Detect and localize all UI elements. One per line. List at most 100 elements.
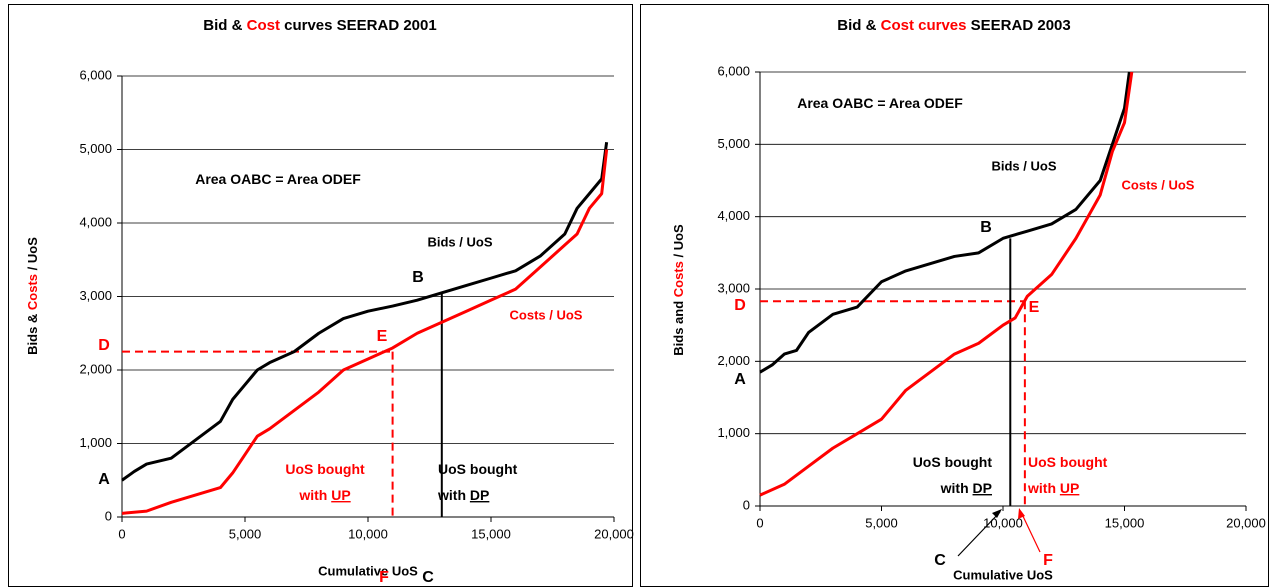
x-tick-label: 0: [118, 526, 125, 541]
text-part: D: [734, 297, 746, 314]
text-part: Cost curves: [881, 17, 967, 34]
line-series: [121, 149, 609, 515]
chart-frame: [640, 4, 1269, 587]
x-tick-label: 20,000: [594, 526, 634, 541]
x-tick-label: 10,000: [983, 515, 1023, 530]
series-label: Bids / UoS: [427, 234, 492, 249]
text-part: B: [412, 269, 424, 286]
y-tick-label: 2,000: [79, 361, 112, 376]
y-tick-label: 1,000: [79, 435, 112, 450]
text-part: / UoS: [25, 237, 40, 274]
line-series: [759, 71, 1131, 374]
x-tick-label: 10,000: [348, 526, 388, 541]
arrow-head: [1018, 508, 1025, 519]
annotation: UoS bought: [913, 454, 993, 470]
y-tick-label: 1,000: [717, 425, 750, 440]
text-part: C: [422, 569, 434, 586]
text-part: A: [734, 371, 746, 388]
annotation: with DP: [437, 487, 489, 503]
series-label: Bids / UoS: [991, 158, 1056, 173]
annotation: D: [734, 297, 746, 314]
text-part: UoS bought: [285, 461, 365, 477]
text-part: E: [1029, 299, 1040, 316]
text-part: UP: [331, 487, 350, 503]
text-part: with: [940, 480, 973, 496]
text-part: DP: [973, 480, 992, 496]
x-tick-label: 0: [756, 515, 763, 530]
annotation: A: [734, 371, 746, 388]
y-tick-label: 0: [743, 497, 750, 512]
chart-title: Bid & Cost curves SEERAD 2001: [203, 17, 436, 34]
text-part: Bids and: [671, 297, 686, 356]
x-tick-label: 20,000: [1226, 515, 1266, 530]
annotation: C: [422, 569, 434, 586]
annotation: F: [379, 569, 389, 586]
y-tick-label: 3,000: [717, 280, 750, 295]
annotation: F: [1043, 552, 1053, 569]
annotation: B: [412, 269, 424, 286]
y-tick-label: 5,000: [79, 141, 112, 156]
y-axis-label: Bids and Costs / UoS: [671, 224, 686, 356]
x-axis-label: Cumulative UoS: [953, 567, 1053, 582]
y-tick-label: 6,000: [717, 63, 750, 78]
x-tick-label: 5,000: [865, 515, 898, 530]
text-part: Costs: [25, 274, 40, 310]
text-part: DP: [470, 487, 489, 503]
y-axis-label: Bids & Costs / UoS: [25, 237, 40, 355]
text-part: SEERAD 2003: [967, 17, 1071, 34]
annotation: UoS bought: [285, 461, 365, 477]
arrow: [957, 511, 1001, 557]
y-tick-label: 0: [105, 508, 112, 523]
text-part: UoS bought: [438, 461, 518, 477]
x-tick-label: 15,000: [1105, 515, 1145, 530]
text-part: Cost: [247, 17, 280, 34]
text-part: / UoS: [671, 224, 686, 261]
annotation: E: [1029, 299, 1040, 316]
x-tick-label: 15,000: [471, 526, 511, 541]
y-tick-label: 4,000: [79, 214, 112, 229]
annotation: D: [98, 337, 110, 354]
annotation: with DP: [940, 480, 992, 496]
x-tick-label: 5,000: [229, 526, 262, 541]
series-label: Costs / UoS: [1122, 177, 1195, 192]
annotation: UoS bought: [438, 461, 518, 477]
text-part: Bid &: [203, 17, 246, 34]
text-part: Area OABC = Area ODEF: [195, 171, 361, 187]
text-part: UoS bought: [1028, 454, 1108, 470]
series-label: Costs / UoS: [510, 307, 583, 322]
text-part: F: [1043, 552, 1053, 569]
y-tick-label: 5,000: [717, 136, 750, 151]
text-part: UP: [1060, 480, 1079, 496]
text-part: with: [1027, 480, 1060, 496]
y-tick-label: 6,000: [79, 67, 112, 82]
line-series: [759, 71, 1134, 497]
text-part: B: [980, 219, 992, 236]
text-part: UoS bought: [913, 454, 993, 470]
y-tick-label: 2,000: [717, 353, 750, 368]
line-series: [121, 141, 609, 482]
arrow-head: [992, 509, 1002, 518]
chart-title: Bid & Cost curves SEERAD 2003: [837, 17, 1070, 34]
annotation: C: [934, 552, 946, 569]
text-part: F: [379, 569, 389, 586]
text-part: curves SEERAD 2001: [280, 17, 437, 34]
annotation: with UP: [298, 487, 350, 503]
annotation: B: [980, 219, 992, 236]
text-part: E: [377, 328, 388, 345]
text-part: A: [98, 471, 110, 488]
x-axis-label: Cumulative UoS: [318, 563, 418, 578]
annotation: with UP: [1027, 480, 1079, 496]
annotation: UoS bought: [1028, 454, 1108, 470]
text-part: Area OABC = Area ODEF: [797, 95, 963, 111]
text-part: with: [298, 487, 331, 503]
arrow: [1020, 511, 1041, 553]
y-tick-label: 4,000: [717, 208, 750, 223]
text-part: D: [98, 337, 110, 354]
text-part: Bid &: [837, 17, 880, 34]
annotation: Area OABC = Area ODEF: [797, 95, 963, 111]
text-part: Bids &: [25, 310, 40, 355]
annotation: A: [98, 471, 110, 488]
annotation: E: [377, 328, 388, 345]
y-tick-label: 3,000: [79, 288, 112, 303]
